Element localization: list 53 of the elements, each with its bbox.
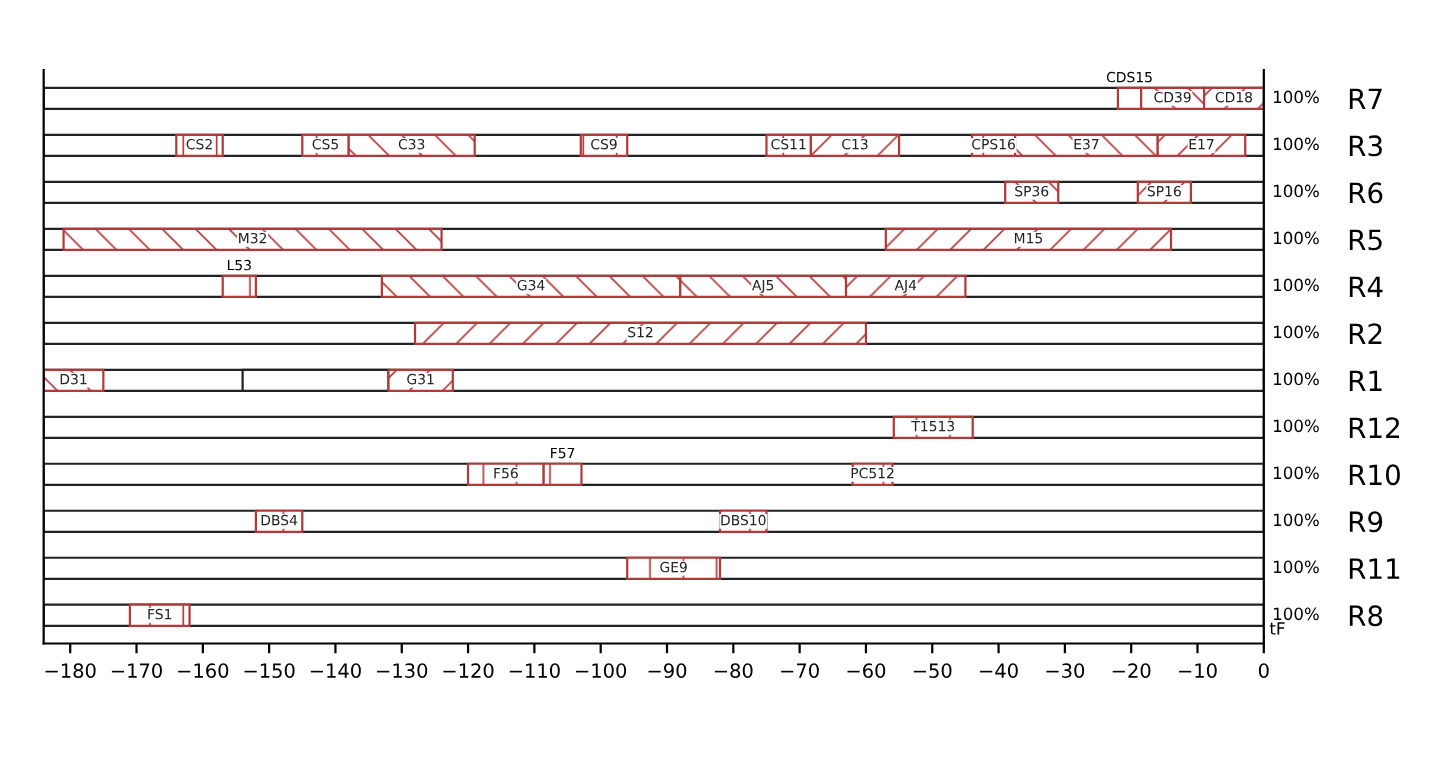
text: 100% bbox=[1273, 137, 1319, 151]
x-tick-label: −110 bbox=[509, 663, 560, 678]
x-tick-label: −130 bbox=[377, 663, 428, 678]
x-tick-label: −160 bbox=[178, 663, 229, 678]
x-tick-label: −170 bbox=[111, 663, 162, 678]
text: 100% bbox=[1273, 184, 1319, 198]
y-tick-label: R8 bbox=[1349, 605, 1383, 627]
x-tick-label: −50 bbox=[913, 663, 952, 678]
x-tick-label: −70 bbox=[781, 663, 819, 678]
x-tick-label: 0 bbox=[1258, 663, 1269, 678]
y-tick-label: R9 bbox=[1349, 511, 1383, 533]
bar bbox=[43, 509, 1264, 533]
x-tick-label: −90 bbox=[648, 663, 687, 678]
y-tick-label: R5 bbox=[1349, 229, 1382, 251]
text: 100% bbox=[1273, 466, 1319, 480]
bar bbox=[884, 227, 1173, 252]
bar bbox=[43, 556, 1264, 580]
x-tick-label: −180 bbox=[45, 663, 96, 678]
text: 100% bbox=[1273, 372, 1319, 386]
bar bbox=[62, 227, 443, 252]
x-tick-label: −150 bbox=[244, 663, 295, 678]
text: 100% bbox=[1273, 231, 1319, 245]
text: 100% bbox=[1273, 560, 1319, 574]
y-tick-label: R4 bbox=[1349, 276, 1383, 297]
text: 100% bbox=[1273, 513, 1319, 527]
bar bbox=[413, 321, 868, 346]
text: 100% bbox=[1273, 90, 1319, 104]
bar bbox=[43, 180, 1264, 205]
y-tick-label: R1 bbox=[1349, 370, 1382, 391]
x-tick-label: −20 bbox=[1112, 663, 1151, 678]
y-tick-label: R6 bbox=[1349, 182, 1383, 204]
text: 100% bbox=[1273, 278, 1319, 292]
y-tick-label: R3 bbox=[1349, 135, 1382, 157]
x-tick-label: −100 bbox=[576, 663, 627, 678]
bar bbox=[43, 415, 1264, 440]
x-tick-label: −30 bbox=[1046, 663, 1085, 678]
text: 100% bbox=[1273, 607, 1319, 621]
y-tick-label: R11 bbox=[1349, 558, 1400, 579]
x-tick-label: −120 bbox=[443, 663, 494, 678]
x-tick-label: −60 bbox=[847, 663, 886, 678]
x-tick-label: −40 bbox=[980, 663, 1018, 678]
text: tF bbox=[1269, 622, 1285, 635]
y-tick-label: R10 bbox=[1349, 464, 1400, 486]
x-tick-label: −140 bbox=[310, 663, 361, 678]
x-tick-label: −80 bbox=[714, 663, 753, 678]
y-tick-label: R12 bbox=[1349, 417, 1400, 438]
bar bbox=[43, 603, 1264, 627]
bar bbox=[221, 274, 257, 299]
x-tick-label: −10 bbox=[1179, 663, 1217, 678]
text: 100% bbox=[1273, 325, 1319, 339]
y-tick-label: R2 bbox=[1349, 323, 1382, 344]
y-tick-label: R7 bbox=[1349, 88, 1382, 109]
text: 100% bbox=[1273, 419, 1319, 433]
